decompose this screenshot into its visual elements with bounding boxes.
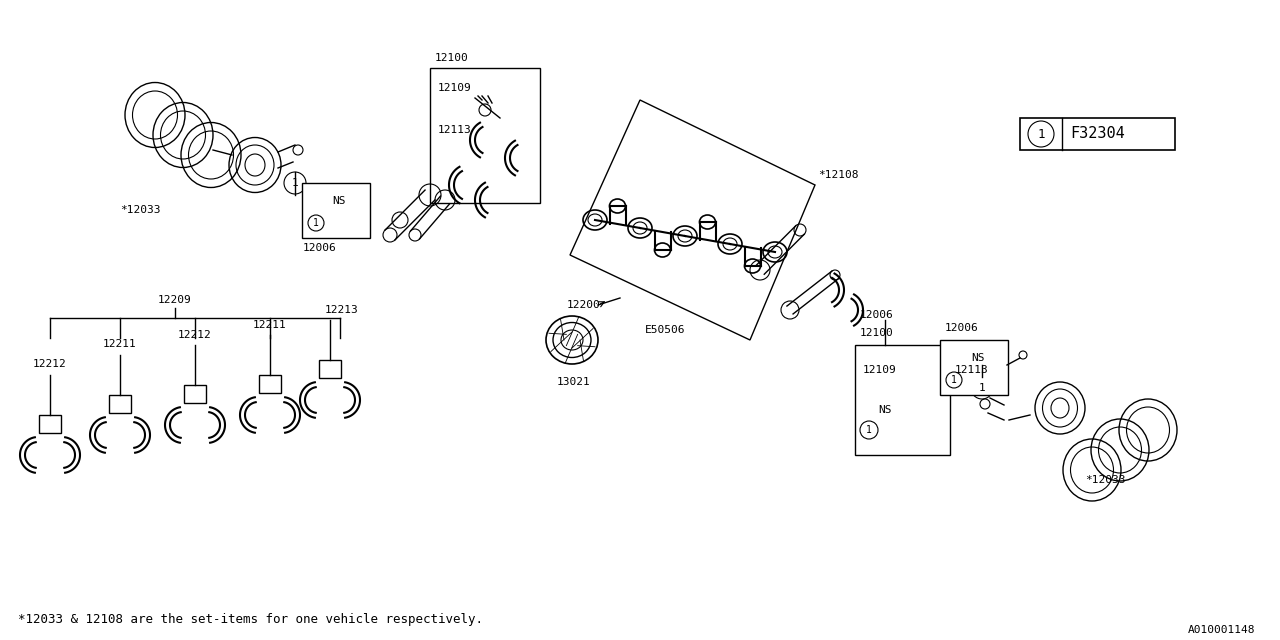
Text: A010001148: A010001148 <box>1188 625 1254 635</box>
Bar <box>259 375 282 393</box>
Text: 1: 1 <box>292 178 298 188</box>
Bar <box>1020 118 1175 150</box>
Text: *12033: *12033 <box>1085 475 1125 485</box>
Text: 1: 1 <box>314 218 319 228</box>
Text: 1: 1 <box>951 375 957 385</box>
Text: NS: NS <box>972 353 984 363</box>
Text: *12108: *12108 <box>818 170 859 180</box>
Text: 12100: 12100 <box>860 328 893 338</box>
Bar <box>855 345 950 455</box>
Text: 12006: 12006 <box>303 243 337 253</box>
Text: 12200: 12200 <box>567 300 600 310</box>
Text: NS: NS <box>878 405 892 415</box>
Text: 1: 1 <box>1037 127 1044 141</box>
Text: 12211: 12211 <box>104 339 137 349</box>
Text: 13021: 13021 <box>557 377 591 387</box>
Text: 12113: 12113 <box>955 365 988 375</box>
Text: 12113: 12113 <box>438 125 472 135</box>
Text: 12100: 12100 <box>435 53 468 63</box>
Text: 12213: 12213 <box>325 305 358 315</box>
Text: 12212: 12212 <box>33 359 67 369</box>
Text: NS: NS <box>333 196 346 206</box>
Text: 12212: 12212 <box>178 330 212 340</box>
Bar <box>430 68 540 203</box>
Text: *12033 & 12108 are the set-items for one vehicle respectively.: *12033 & 12108 are the set-items for one… <box>18 614 483 627</box>
Text: 12109: 12109 <box>438 83 472 93</box>
Text: 12109: 12109 <box>863 365 897 375</box>
Bar <box>319 360 340 378</box>
Text: 12006: 12006 <box>945 323 979 333</box>
Text: 12209: 12209 <box>159 295 192 305</box>
Bar <box>184 385 206 403</box>
Text: *12033: *12033 <box>120 205 160 215</box>
Text: 12211: 12211 <box>253 320 287 330</box>
Bar <box>940 340 1009 395</box>
Text: 1: 1 <box>979 383 986 393</box>
Bar <box>109 395 131 413</box>
Text: E50506: E50506 <box>645 325 686 335</box>
Text: 12006: 12006 <box>860 310 893 320</box>
Bar <box>302 183 370 238</box>
Bar <box>38 415 61 433</box>
Text: F32304: F32304 <box>1070 127 1125 141</box>
Text: 1: 1 <box>867 425 872 435</box>
